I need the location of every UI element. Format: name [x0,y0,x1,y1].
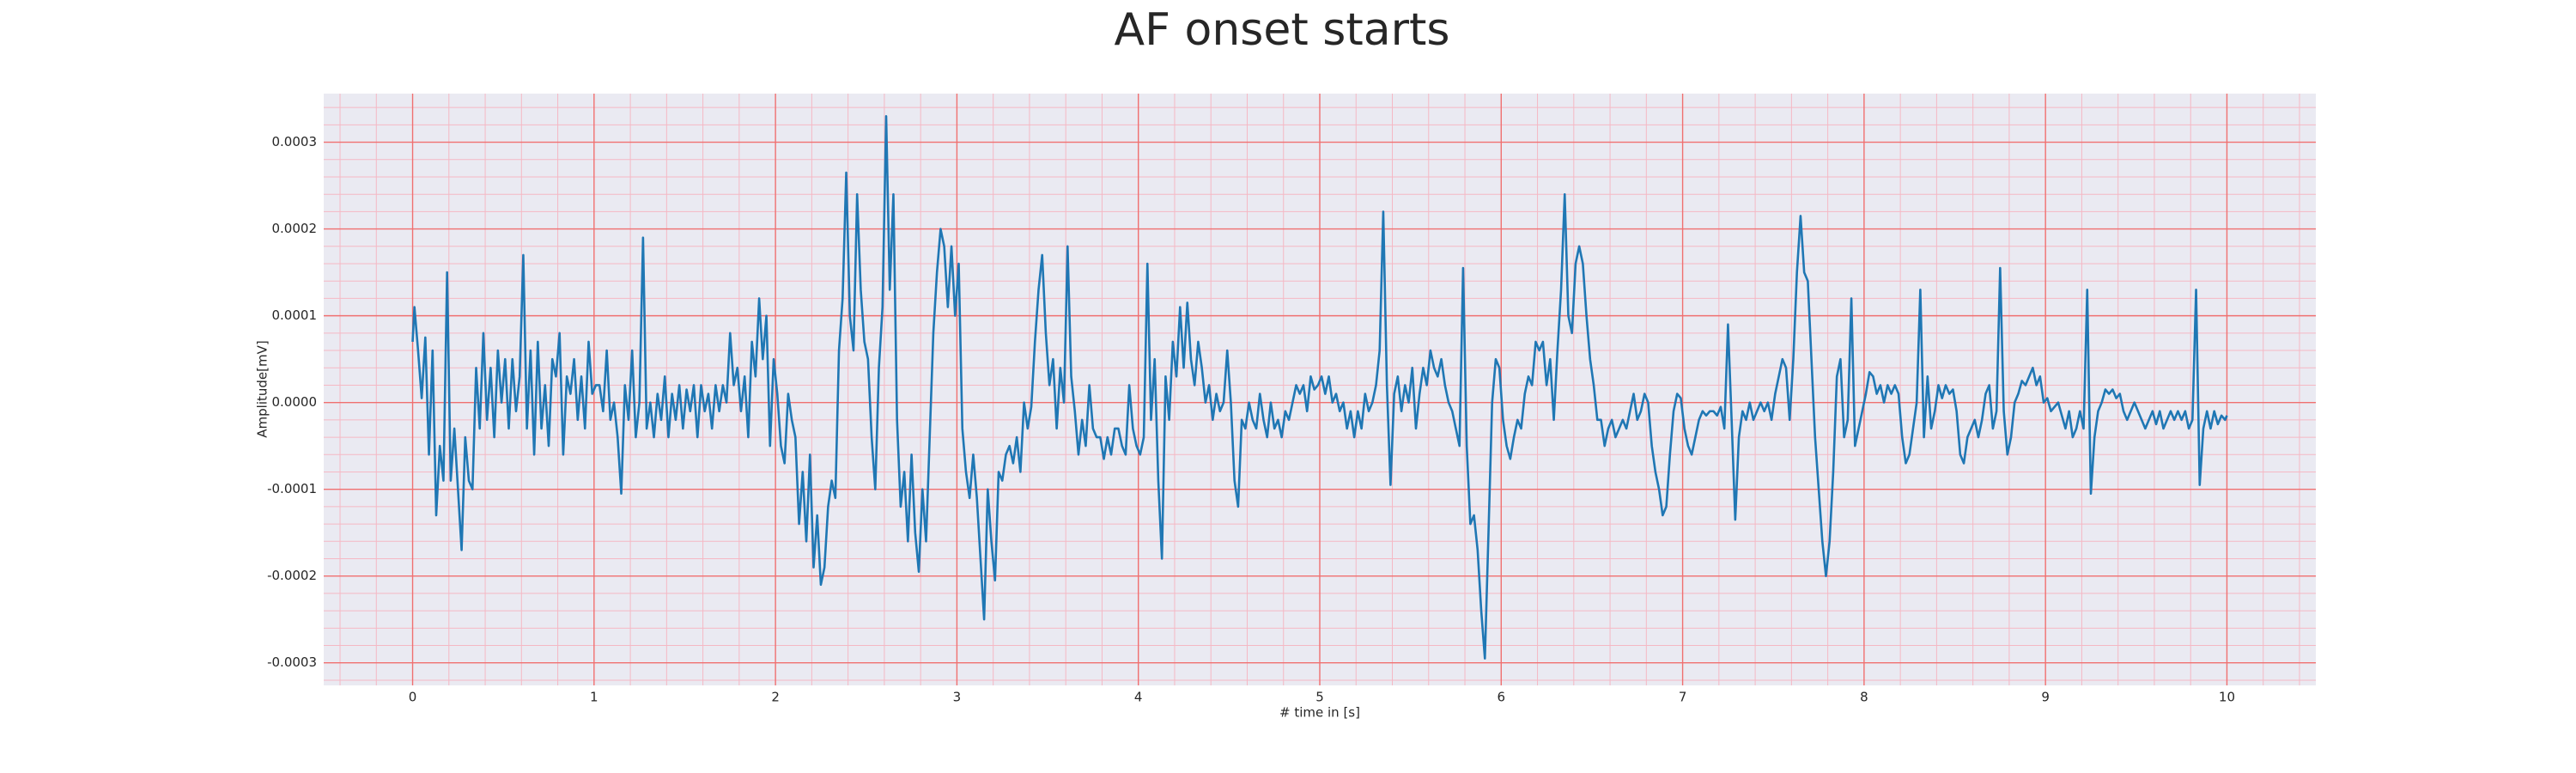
marks [411,114,2228,660]
x-tick-label: 8 [1860,690,1868,705]
x-tick-label: 6 [1498,690,1506,705]
x-tick-label: 1 [590,690,598,705]
y-axis-label: Amplitude[mV] [255,340,270,437]
x-tick-label: 3 [953,690,962,705]
x-tick-label: 9 [2041,690,2050,705]
chart-title: AF onset starts [1115,4,1450,56]
x-tick-label: 4 [1134,690,1143,705]
x-tick-label: 0 [409,690,417,705]
x-tick-label: 2 [771,690,780,705]
x-tick-label: 7 [1679,690,1687,705]
signal-line [411,114,2228,660]
y-tick-label: -0.0001 [267,481,317,496]
x-tick-label: 5 [1315,690,1324,705]
x-tick-label: 10 [2219,690,2235,705]
y-tick-label: 0.0002 [272,221,318,236]
y-tick-label: 0.0001 [272,307,318,323]
y-tick-label: -0.0002 [267,568,317,583]
y-tick-label: 0.0003 [272,134,318,149]
labels: 0 1 2 3 4 5 6 7 8 9 10 -0.0003 -0.0002 -0.0001 0.0000 0… [267,134,2235,704]
y-tick-label: -0.0003 [267,654,317,670]
x-axis-label: # time in [s] [1279,705,1360,721]
y-tick-label: 0.0000 [272,394,318,410]
